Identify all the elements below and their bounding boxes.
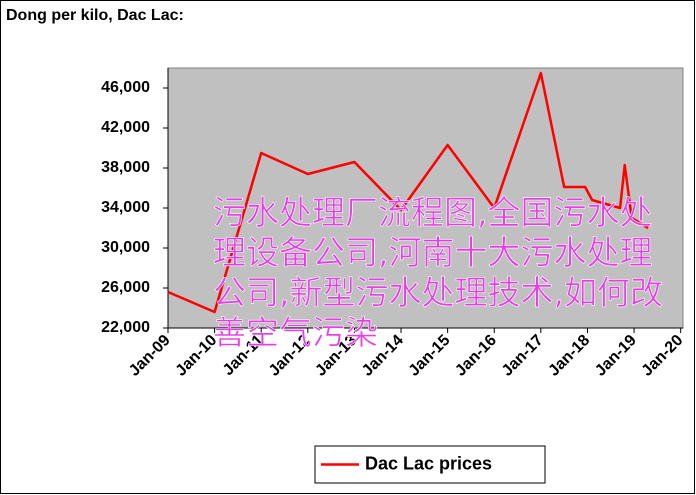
chart-title: Dong per kilo, Dac Lac: [6, 7, 184, 24]
line-series [167, 71, 649, 314]
legend-label: Dac Lac prices [365, 453, 492, 473]
plot-area [167, 67, 684, 329]
y-tick-label: 38,000 [101, 159, 150, 176]
y-tick-label: 46,000 [101, 79, 150, 96]
y-tick-label: 26,000 [101, 279, 150, 296]
y-tick-label: 22,000 [101, 319, 150, 336]
overlay-text: 污水处理厂流程图,全国污水处理设备公司,河南十大污水处理公司,新型污水处理技术,… [213, 193, 664, 353]
y-tick-label: 34,000 [101, 199, 150, 216]
legend-box [314, 445, 546, 484]
y-tick-label: 42,000 [101, 119, 150, 136]
y-tick-label: 30,000 [101, 239, 150, 256]
